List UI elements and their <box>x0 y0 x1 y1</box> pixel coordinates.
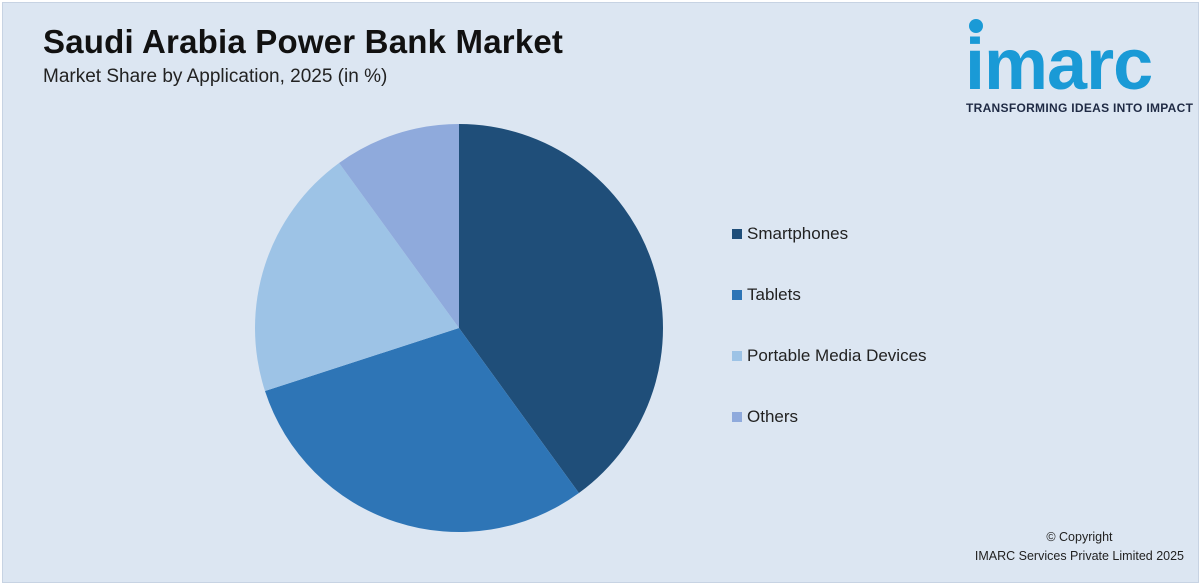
logo-wordmark: imarc <box>965 25 1153 105</box>
copyright-notice: © Copyright IMARC Services Private Limit… <box>975 528 1184 566</box>
logo-tagline: TRANSFORMING IDEAS INTO IMPACT <box>966 101 1194 115</box>
chart-legend: Smartphones Tablets Portable Media Devices… <box>732 222 927 466</box>
legend-item: Tablets <box>732 283 927 307</box>
legend-swatch <box>732 290 742 300</box>
legend-label: Others <box>747 407 799 426</box>
copyright-line-1: © Copyright <box>1046 530 1113 544</box>
copyright-line-2: IMARC Services Private Limited 2025 <box>974 549 1184 563</box>
pie-slice-smartphones <box>459 124 664 494</box>
imarc-logo: imarc TRANSFORMING IDEAS INTO IMPACT <box>961 15 1197 119</box>
legend-swatch <box>732 229 742 239</box>
logo-dot-icon <box>969 19 983 33</box>
page-title: Saudi Arabia Power Bank Market <box>43 23 564 60</box>
page-subtitle: Market Share by Application, 2025 (in %) <box>43 66 388 87</box>
legend-item: Smartphones <box>732 222 927 246</box>
legend-swatch <box>732 412 742 422</box>
legend-item: Others <box>732 405 927 429</box>
legend-label: Portable Media Devices <box>747 346 927 365</box>
pie-slice-portable-media-devices <box>254 162 459 392</box>
legend-label: Tablets <box>747 285 801 304</box>
pie-slice-tablets <box>264 328 579 533</box>
legend-item: Portable Media Devices <box>732 344 927 368</box>
legend-label: Smartphones <box>747 224 849 243</box>
pie-slice-others <box>339 124 459 328</box>
legend-swatch <box>732 351 742 361</box>
